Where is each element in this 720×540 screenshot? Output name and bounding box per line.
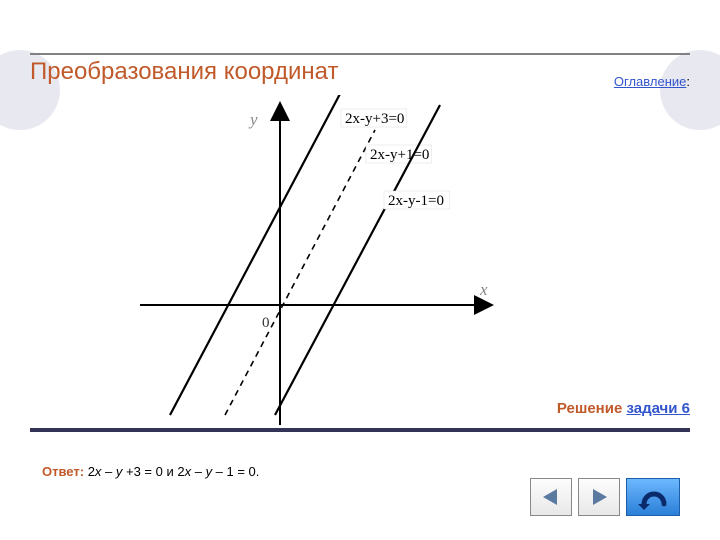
nav-buttons [530, 478, 680, 516]
svg-text:2x-y+1=0: 2x-y+1=0 [370, 147, 429, 163]
svg-text:x: x [479, 280, 488, 299]
svg-text:0: 0 [262, 315, 270, 331]
bottom-rule [30, 428, 690, 432]
answer-label: Ответ: [42, 464, 84, 479]
page-title: Преобразования координат [30, 58, 338, 86]
nav-home-button[interactable] [626, 478, 680, 516]
coordinate-chart: y x 0 2x-y+3=0 2x-y+1=0 2x-y-1=0 [130, 95, 510, 435]
answer-line: Ответ: 2x – y +3 = 0 и 2x – y – 1 = 0. [42, 464, 259, 479]
toc-suffix: : [686, 74, 690, 89]
nav-next-button[interactable] [578, 478, 620, 516]
svg-text:2x-y+3=0: 2x-y+3=0 [345, 111, 404, 127]
toc: Оглавление: [614, 74, 690, 89]
solution-prefix: Решение [557, 400, 627, 417]
return-arrow-icon [636, 484, 670, 510]
svg-text:2x-y-1=0: 2x-y-1=0 [388, 193, 444, 209]
title-rule-top [30, 53, 690, 55]
solution-link[interactable]: задачи 6 [626, 400, 690, 417]
svg-text:y: y [248, 110, 258, 129]
triangle-right-icon [589, 487, 609, 507]
nav-prev-button[interactable] [530, 478, 572, 516]
answer-text: 2x – y +3 = 0 и 2x – y – 1 = 0. [88, 464, 260, 479]
decor-circle-right [660, 50, 720, 130]
solution-line: Решение задачи 6 [557, 400, 690, 417]
triangle-left-icon [541, 487, 561, 507]
toc-link[interactable]: Оглавление [614, 74, 686, 89]
